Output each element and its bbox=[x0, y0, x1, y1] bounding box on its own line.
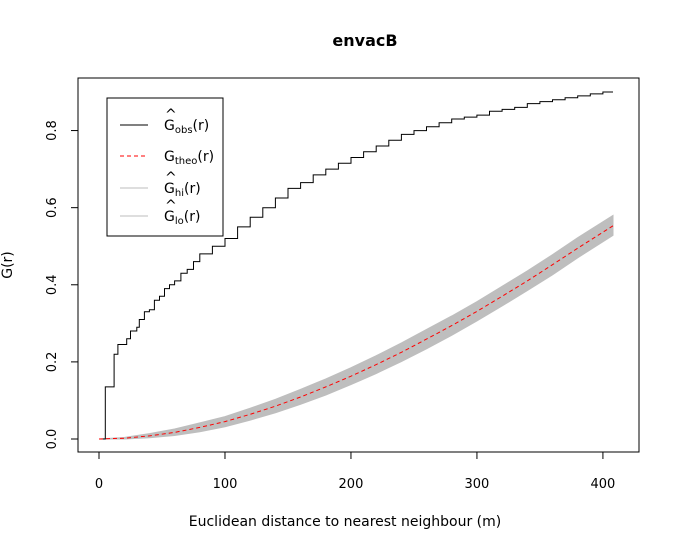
legend-entry: ^Ghi(r) bbox=[164, 170, 201, 199]
envelope-band bbox=[98, 214, 614, 440]
legend-hat: ^ bbox=[165, 170, 177, 186]
envelope-area bbox=[98, 214, 614, 440]
x-tick-label: 0 bbox=[95, 477, 103, 492]
y-axis-label: G(r) bbox=[0, 251, 16, 279]
x-tick-label: 400 bbox=[591, 477, 616, 492]
y-tick-label: 0.0 bbox=[45, 429, 60, 450]
y-tick-label: 0.4 bbox=[45, 274, 60, 295]
legend-label: Glo(r) bbox=[164, 209, 200, 227]
y-tick-label: 0.8 bbox=[45, 120, 60, 141]
y-axis: 0.0 0.2 0.4 0.6 0.8 bbox=[45, 120, 79, 450]
legend-hat: ^ bbox=[165, 107, 177, 123]
legend-box bbox=[106, 97, 224, 237]
x-axis: 0 100 200 300 400 bbox=[95, 451, 616, 492]
legend-entry: ^Gobs(r) bbox=[164, 107, 209, 136]
y-tick-label: 0.2 bbox=[45, 352, 60, 373]
x-tick-label: 100 bbox=[213, 477, 238, 492]
legend: ^Gobs(r)Gtheo(r)^Ghi(r)^Glo(r) bbox=[106, 97, 224, 237]
series-lines bbox=[98, 91, 614, 440]
y-tick-label: 0.6 bbox=[45, 197, 60, 218]
legend-label: Ghi(r) bbox=[164, 181, 201, 199]
x-axis-label: Euclidean distance to nearest neighbour … bbox=[189, 514, 501, 530]
series-obs-line bbox=[99, 91, 613, 440]
x-tick-label: 200 bbox=[339, 477, 364, 492]
chart-title: envacB bbox=[332, 31, 397, 50]
series-theo-line bbox=[98, 225, 614, 440]
legend-hat: ^ bbox=[165, 198, 177, 214]
x-tick-label: 300 bbox=[465, 477, 490, 492]
legend-entry: ^Glo(r) bbox=[164, 198, 200, 227]
